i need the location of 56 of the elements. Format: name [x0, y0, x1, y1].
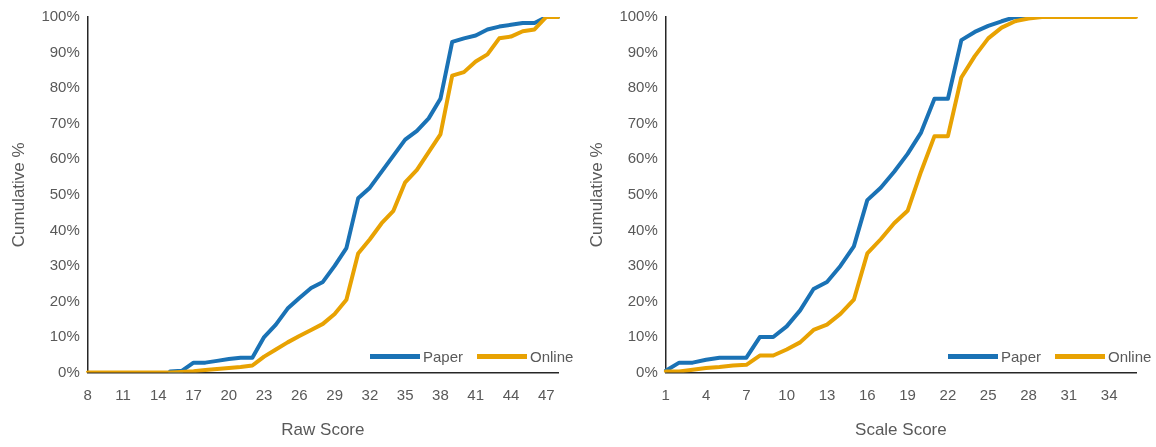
y-tick-label: 70% — [49, 113, 80, 131]
x-tick-label: 34 — [1100, 385, 1118, 403]
x-tick-label: 19 — [899, 385, 916, 403]
x-tick-label: 20 — [220, 385, 238, 403]
legend-label: Online — [1108, 347, 1152, 365]
x-tick-label: 44 — [502, 385, 520, 403]
y-axis-title: Cumulative % — [586, 142, 606, 248]
y-tick-label: 30% — [49, 256, 80, 274]
x-tick-label: 17 — [185, 385, 202, 403]
x-tick-label: 23 — [255, 385, 273, 403]
y-tick-label: 10% — [49, 327, 80, 345]
x-tick-label: 14 — [149, 385, 167, 403]
legend-label: Online — [530, 347, 574, 365]
x-tick-label: 1 — [661, 385, 670, 403]
y-tick-label: 50% — [49, 184, 80, 202]
x-tick-label: 4 — [701, 385, 711, 403]
y-tick-label: 0% — [636, 362, 658, 380]
y-tick-label: 40% — [49, 220, 80, 238]
legend-label: Paper — [1001, 347, 1042, 365]
x-tick-label: 38 — [432, 385, 449, 403]
y-tick-label: 40% — [627, 220, 658, 238]
x-tick-label: 7 — [742, 385, 751, 403]
x-tick-label: 22 — [939, 385, 957, 403]
x-axis-title: Scale Score — [855, 420, 947, 440]
x-tick-label: 28 — [1020, 385, 1037, 403]
y-axis-title: Cumulative % — [8, 142, 28, 248]
y-tick-label: 80% — [627, 78, 658, 96]
y-tick-label: 0% — [58, 362, 80, 380]
legend-label: Paper — [423, 347, 464, 365]
y-tick-label: 70% — [627, 113, 658, 131]
x-tick-label: 8 — [83, 385, 92, 403]
y-tick-label: 20% — [627, 291, 658, 309]
y-tick-label: 50% — [627, 184, 658, 202]
x-axis-title: Raw Score — [281, 420, 365, 440]
x-tick-label: 47 — [537, 385, 555, 403]
x-tick-label: 35 — [396, 385, 414, 403]
y-tick-label: 60% — [627, 149, 658, 167]
x-tick-label: 29 — [326, 385, 343, 403]
y-tick-label: 90% — [627, 42, 658, 60]
y-tick-label: 100% — [619, 7, 658, 25]
y-tick-label: 20% — [49, 291, 80, 309]
x-tick-label: 31 — [1060, 385, 1078, 403]
y-tick-label: 80% — [49, 78, 80, 96]
x-tick-label: 26 — [291, 385, 308, 403]
y-tick-label: 100% — [41, 7, 80, 25]
y-tick-label: 60% — [49, 149, 80, 167]
y-tick-label: 10% — [627, 327, 658, 345]
x-tick-label: 25 — [979, 385, 997, 403]
x-tick-label: 41 — [467, 385, 485, 403]
x-tick-label: 10 — [778, 385, 796, 403]
x-tick-label: 16 — [858, 385, 876, 403]
y-tick-label: 90% — [49, 42, 80, 60]
x-tick-label: 32 — [361, 385, 379, 403]
x-tick-label: 11 — [115, 385, 131, 403]
x-tick-label: 13 — [818, 385, 836, 403]
y-tick-label: 30% — [627, 256, 658, 274]
